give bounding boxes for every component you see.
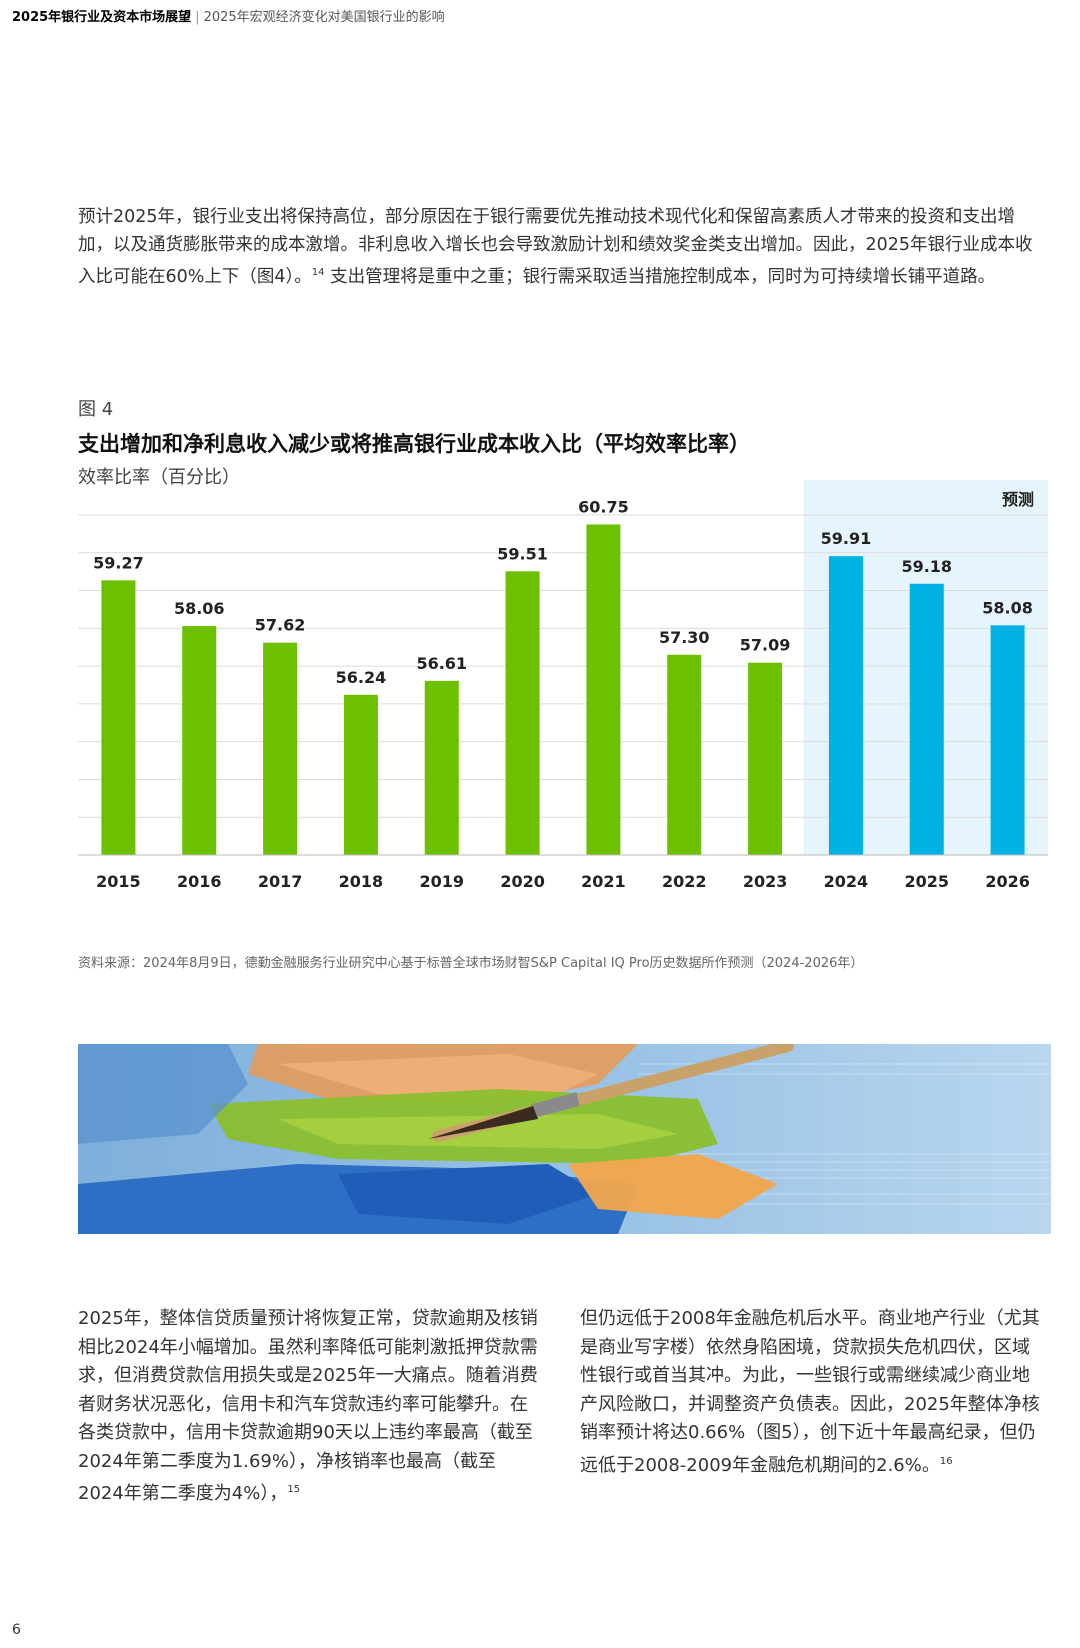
left-column-text: 2025年，整体信贷质量预计将恢复正常，贷款逾期及核销相比2024年小幅增加。虽… [78, 1308, 538, 1504]
x-tick-label-2020: 2020 [500, 872, 545, 891]
bar-2023 [748, 662, 783, 855]
footnote-ref-15[interactable]: 15 [287, 1484, 301, 1495]
bar-2025 [909, 583, 944, 855]
bar-2016 [182, 626, 217, 855]
x-tick-label-2017: 2017 [258, 872, 303, 891]
decorative-paint-brush-artwork [78, 1044, 1051, 1234]
value-label-2017: 57.62 [255, 616, 306, 635]
page-number: 6 [12, 1622, 21, 1638]
x-tick-label-2026: 2026 [985, 872, 1030, 891]
value-label-2023: 57.09 [740, 636, 791, 655]
x-tick-label-2021: 2021 [581, 872, 626, 891]
bar-2022 [667, 654, 702, 855]
bar-2024 [828, 556, 863, 855]
right-column-text: 但仍远低于2008年金融危机后水平。商业地产行业（尤其是商业写字楼）依然身陷困境… [580, 1308, 1040, 1476]
footnote-ref[interactable]: 14 [311, 267, 325, 278]
x-tick-label-2015: 2015 [96, 872, 141, 891]
artwork-image [78, 1044, 1051, 1234]
value-label-2026: 58.08 [982, 598, 1033, 617]
value-label-2015: 59.27 [93, 553, 144, 572]
header-separator: | [195, 10, 200, 25]
section-title: 2025年宏观经济变化对美国银行业的影响 [203, 10, 445, 25]
value-label-2016: 58.06 [174, 599, 225, 618]
figure-y-axis-label: 效率比率（百分比） [78, 467, 240, 488]
intro-paragraph: 预计2025年，银行业支出将保持高位，部分原因在于银行需要优先推动技术现代化和保… [78, 203, 1038, 291]
body-column-right: 但仍远低于2008年金融危机后水平。商业地产行业（尤其是商业写字楼）依然身陷困境… [580, 1305, 1040, 1480]
x-tick-label-2023: 2023 [743, 872, 788, 891]
intro-text: 预计2025年，银行业支出将保持高位，部分原因在于银行需要优先推动技术现代化和保… [78, 207, 1033, 287]
intro-text-continued: 支出管理将是重中之重；银行需采取适当措施控制成本，同时为可持续增长铺平道路。 [330, 266, 996, 287]
value-label-2024: 59.91 [821, 529, 872, 548]
forecast-label: 预测 [1002, 490, 1034, 509]
body-column-left: 2025年，整体信贷质量预计将恢复正常，贷款逾期及核销相比2024年小幅增加。虽… [78, 1305, 538, 1509]
bar-2019 [424, 680, 459, 855]
footnote-ref-16[interactable]: 16 [939, 1455, 953, 1467]
bar-2018 [343, 694, 378, 855]
value-label-2019: 56.61 [416, 654, 467, 673]
bar-2021 [586, 524, 621, 855]
bar-2015 [101, 580, 136, 855]
value-label-2022: 57.30 [659, 628, 710, 647]
bar-2020 [505, 571, 540, 855]
figure-label: 图 4 [78, 399, 114, 420]
chart-source-note: 资料来源：2024年8月9日，德勤金融服务行业研究中心基于标普全球市场财智S&P… [78, 956, 864, 971]
x-tick-label-2024: 2024 [824, 872, 869, 891]
x-tick-label-2018: 2018 [339, 872, 384, 891]
x-tick-label-2019: 2019 [419, 872, 464, 891]
value-label-2018: 56.24 [336, 668, 387, 687]
value-label-2025: 59.18 [901, 557, 952, 576]
bar-2026 [990, 625, 1025, 855]
running-header: 2025年银行业及资本市场展望 | 2025年宏观经济变化对美国银行业的影响 [12, 6, 445, 25]
x-tick-label-2016: 2016 [177, 872, 222, 891]
report-title: 2025年银行业及资本市场展望 [12, 10, 192, 25]
efficiency-ratio-bar-chart: 预测 59.27 2015 58.06 2016 57.62 2017 56.24 2018 56… [78, 480, 1048, 891]
bar-2017 [263, 642, 298, 855]
value-label-2020: 59.51 [497, 544, 548, 563]
value-label-2021: 60.75 [578, 497, 629, 516]
x-tick-label-2025: 2025 [904, 872, 949, 891]
x-tick-label-2022: 2022 [662, 872, 707, 891]
figure-title: 支出增加和净利息收入减少或将推高银行业成本收入比（平均效率比率） [78, 432, 750, 456]
